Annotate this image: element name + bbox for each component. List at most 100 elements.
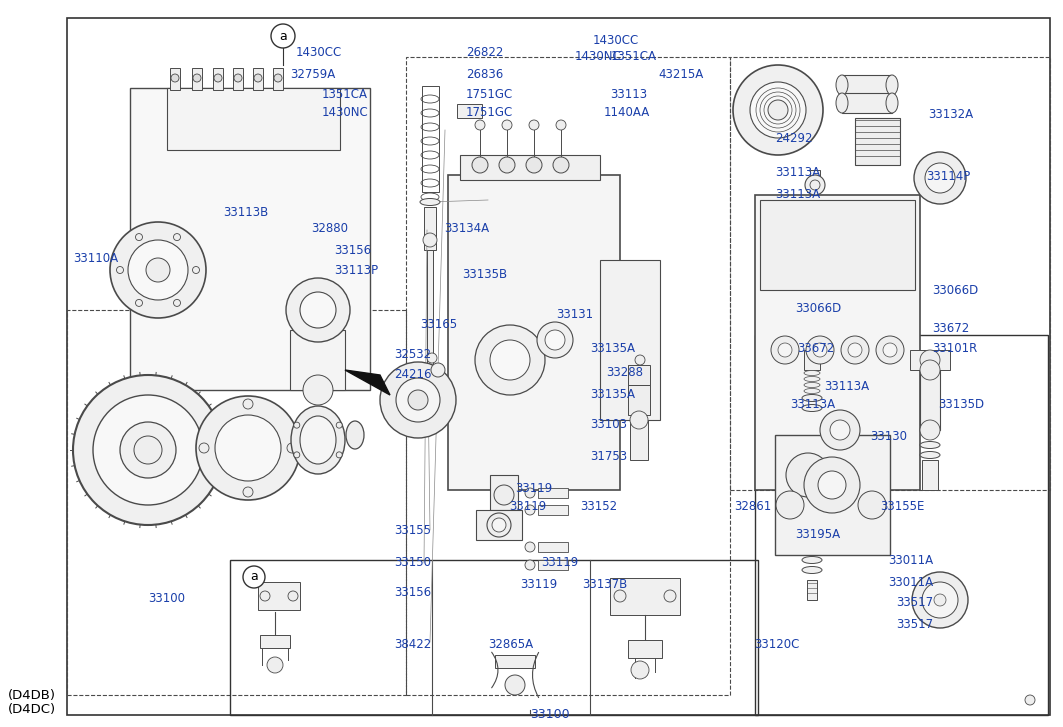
- Bar: [610, 578, 680, 615]
- Text: 33066D: 33066D: [795, 302, 841, 316]
- Circle shape: [146, 258, 170, 282]
- Circle shape: [934, 594, 946, 606]
- Text: 33113: 33113: [610, 89, 647, 102]
- Bar: [842, 93, 892, 113]
- Text: 1351CA: 1351CA: [611, 50, 657, 63]
- Ellipse shape: [300, 416, 336, 464]
- Text: 33165: 33165: [420, 318, 457, 332]
- Circle shape: [173, 233, 181, 241]
- Text: 31753: 31753: [590, 451, 627, 464]
- Bar: [457, 104, 482, 118]
- Circle shape: [545, 330, 566, 350]
- Circle shape: [135, 233, 142, 241]
- Ellipse shape: [804, 371, 820, 376]
- Circle shape: [171, 74, 179, 82]
- Text: 33066D: 33066D: [932, 284, 978, 297]
- Text: 32532: 32532: [394, 348, 432, 361]
- Text: 1140AA: 1140AA: [604, 106, 651, 119]
- Circle shape: [109, 222, 206, 318]
- Text: 33132A: 33132A: [928, 108, 973, 121]
- Bar: [424, 207, 436, 250]
- Circle shape: [215, 415, 281, 481]
- Text: 33011A: 33011A: [888, 555, 933, 568]
- Text: 33135A: 33135A: [590, 388, 635, 401]
- Bar: [273, 68, 283, 90]
- Circle shape: [243, 566, 265, 588]
- Bar: [538, 505, 568, 515]
- Ellipse shape: [802, 566, 822, 574]
- Circle shape: [487, 513, 511, 537]
- Text: 1351CA: 1351CA: [322, 89, 368, 102]
- Text: 33119: 33119: [520, 577, 557, 590]
- Ellipse shape: [804, 382, 820, 387]
- Circle shape: [804, 457, 860, 513]
- Text: 26836: 26836: [466, 68, 503, 81]
- Text: 33135D: 33135D: [938, 398, 984, 411]
- Text: 33156: 33156: [334, 244, 371, 257]
- Circle shape: [288, 591, 298, 601]
- Bar: [213, 68, 223, 90]
- Text: 33156: 33156: [394, 585, 432, 598]
- Text: a: a: [250, 571, 258, 584]
- Text: 33100: 33100: [530, 707, 570, 720]
- Bar: [538, 488, 568, 498]
- Bar: [538, 542, 568, 552]
- Bar: [804, 350, 820, 370]
- Circle shape: [128, 240, 188, 300]
- Circle shape: [243, 487, 253, 497]
- Ellipse shape: [804, 377, 820, 382]
- Circle shape: [427, 353, 437, 363]
- Text: 33101R: 33101R: [932, 342, 977, 356]
- Circle shape: [805, 175, 825, 195]
- Circle shape: [810, 180, 820, 190]
- Circle shape: [806, 336, 834, 364]
- Circle shape: [858, 491, 885, 519]
- Circle shape: [199, 443, 209, 453]
- Circle shape: [502, 120, 512, 130]
- Circle shape: [771, 336, 799, 364]
- Text: 33119: 33119: [509, 500, 546, 513]
- Circle shape: [841, 336, 868, 364]
- Circle shape: [525, 542, 535, 552]
- Text: 1751GC: 1751GC: [466, 106, 513, 119]
- Circle shape: [883, 343, 897, 357]
- Bar: [760, 200, 915, 290]
- Bar: [460, 155, 600, 180]
- Circle shape: [553, 157, 569, 173]
- Bar: [258, 582, 300, 610]
- Bar: [67, 310, 406, 695]
- Bar: [628, 640, 662, 658]
- Bar: [233, 68, 243, 90]
- Circle shape: [267, 657, 283, 673]
- Circle shape: [117, 267, 123, 273]
- Circle shape: [556, 120, 566, 130]
- Circle shape: [423, 233, 437, 247]
- Circle shape: [336, 452, 342, 458]
- Text: 33152: 33152: [580, 500, 618, 513]
- Text: 32861: 32861: [733, 499, 772, 513]
- Circle shape: [379, 362, 456, 438]
- Text: 33517: 33517: [896, 617, 933, 630]
- Text: 33130: 33130: [870, 430, 907, 443]
- Text: 33517: 33517: [896, 596, 933, 609]
- Text: 24292: 24292: [775, 132, 812, 145]
- Circle shape: [919, 350, 940, 370]
- Ellipse shape: [836, 75, 848, 95]
- Circle shape: [925, 163, 955, 193]
- Bar: [730, 57, 1050, 490]
- Circle shape: [287, 443, 297, 453]
- Circle shape: [135, 300, 142, 306]
- Circle shape: [919, 360, 940, 380]
- Bar: [600, 260, 660, 420]
- Bar: [148, 444, 212, 456]
- Circle shape: [494, 485, 514, 505]
- Bar: [130, 88, 370, 390]
- Text: 33155: 33155: [394, 523, 431, 537]
- Text: 33288: 33288: [606, 366, 643, 379]
- Text: 43215A: 43215A: [658, 68, 704, 81]
- Text: 38422: 38422: [394, 638, 432, 651]
- Text: 33135A: 33135A: [590, 342, 635, 355]
- Circle shape: [193, 74, 201, 82]
- Text: a: a: [280, 30, 287, 42]
- Circle shape: [819, 471, 846, 499]
